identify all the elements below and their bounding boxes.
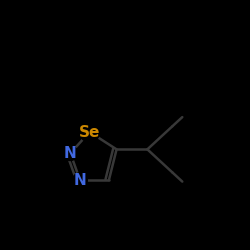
Text: Se: Se bbox=[79, 124, 100, 140]
Circle shape bbox=[80, 122, 100, 142]
Text: N: N bbox=[74, 173, 86, 188]
Circle shape bbox=[73, 173, 87, 188]
Circle shape bbox=[63, 146, 78, 160]
Text: N: N bbox=[64, 146, 77, 161]
